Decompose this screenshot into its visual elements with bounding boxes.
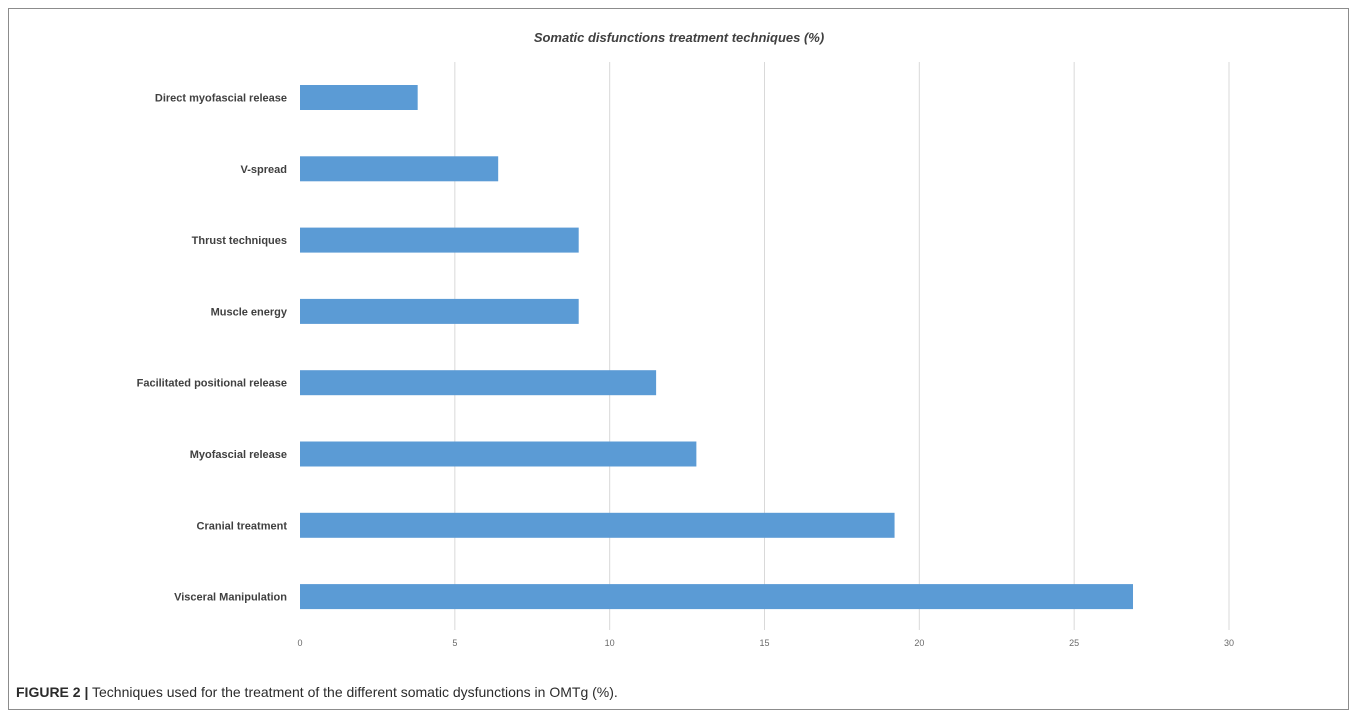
bar-myofascial-release (300, 441, 697, 467)
x-tick-15: 15 (759, 638, 769, 648)
category-labels: Direct myofascial release V-spread Thrust … (137, 93, 288, 604)
x-tick-0: 0 (297, 638, 302, 648)
x-tick-10: 10 (605, 638, 615, 648)
chart-title: Somatic disfunctions treatment technique… (534, 30, 824, 45)
x-tick-30: 30 (1224, 638, 1234, 648)
bar-visceral-manipulation (300, 584, 1134, 610)
x-tick-5: 5 (452, 638, 457, 648)
category-label: V-spread (241, 164, 287, 176)
bars (300, 85, 1134, 610)
category-label: Thrust techniques (192, 235, 287, 247)
figure-caption: FIGURE 2 | Techniques used for the treat… (16, 684, 618, 700)
bar-facilitated-positional-release (300, 370, 657, 396)
category-label: Myofascial release (190, 449, 287, 461)
bar-v-spread (300, 156, 499, 182)
bar-muscle-energy (300, 298, 579, 324)
category-label: Direct myofascial release (155, 93, 287, 105)
x-tick-labels: 0 5 10 15 20 25 30 (297, 638, 1234, 648)
bar-thrust-techniques (300, 227, 579, 253)
bar-direct-myofascial-release (300, 85, 418, 110)
category-label: Muscle energy (211, 306, 288, 318)
bar-cranial-treatment (300, 512, 895, 538)
caption-text: Techniques used for the treatment of the… (88, 684, 618, 700)
category-label: Facilitated positional release (137, 378, 287, 390)
x-tick-20: 20 (914, 638, 924, 648)
x-tick-25: 25 (1069, 638, 1079, 648)
category-label: Visceral Manipulation (174, 592, 287, 604)
category-label: Cranial treatment (197, 520, 288, 532)
figure-label: FIGURE 2 | (16, 684, 89, 700)
gridlines (454, 62, 1230, 630)
